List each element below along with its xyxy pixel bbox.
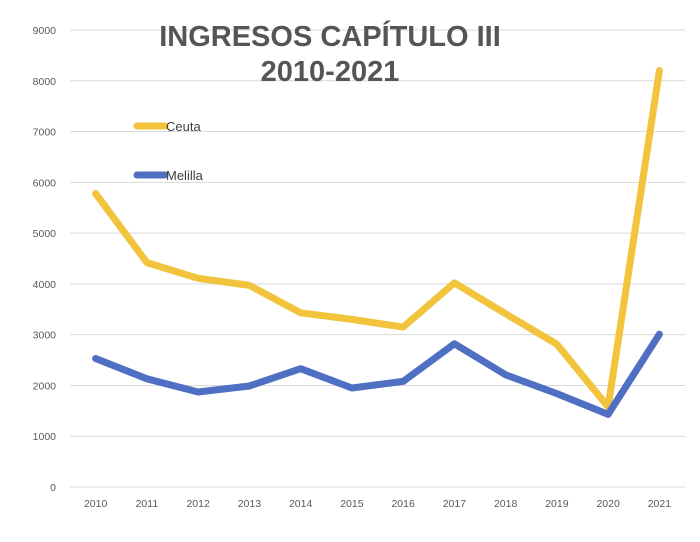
series-lines	[92, 67, 663, 418]
x-tick-label: 2016	[391, 498, 415, 510]
x-tick-label: 2017	[443, 498, 467, 510]
y-tick-label: 5000	[33, 228, 57, 240]
y-tick-label: 7000	[33, 127, 57, 139]
y-tick-label: 8000	[33, 76, 57, 88]
x-axis-ticks: 2010 2011 2012 2013 2014 2015 2016 2017 2018 2019…	[84, 498, 671, 510]
gridlines	[70, 29, 685, 488]
x-tick-label: 2018	[494, 498, 518, 510]
legend-label-ceuta: Ceuta	[166, 119, 201, 134]
y-tick-label: 6000	[33, 177, 57, 189]
x-tick-label: 2019	[545, 498, 569, 510]
series-line-melilla	[92, 330, 663, 418]
y-tick-label: 1000	[33, 431, 57, 443]
chart-subtitle: 2010-2021	[261, 56, 400, 88]
legend: Ceuta Melilla	[133, 119, 204, 183]
chart-title: INGRESOS CAPÍTULO III	[159, 19, 501, 53]
x-tick-label: 2011	[136, 498, 159, 510]
x-tick-label: 2010	[84, 498, 108, 510]
x-tick-label: 2012	[186, 498, 210, 510]
y-tick-label: 4000	[33, 279, 57, 291]
y-tick-label: 2000	[33, 380, 57, 392]
legend-label-melilla: Melilla	[166, 168, 204, 183]
y-axis-ticks: 0 1000 2000 3000 4000 5000 6000 7000 8000 9000	[33, 25, 57, 494]
x-tick-label: 2020	[596, 498, 620, 510]
y-tick-label: 9000	[33, 25, 57, 37]
series-line-ceuta	[92, 67, 663, 411]
x-tick-label: 2015	[340, 498, 364, 510]
x-tick-label: 2013	[238, 498, 262, 510]
y-tick-label: 0	[50, 482, 56, 494]
x-tick-label: 2021	[648, 498, 672, 510]
x-tick-label: 2014	[289, 498, 313, 510]
y-tick-label: 3000	[33, 330, 57, 342]
